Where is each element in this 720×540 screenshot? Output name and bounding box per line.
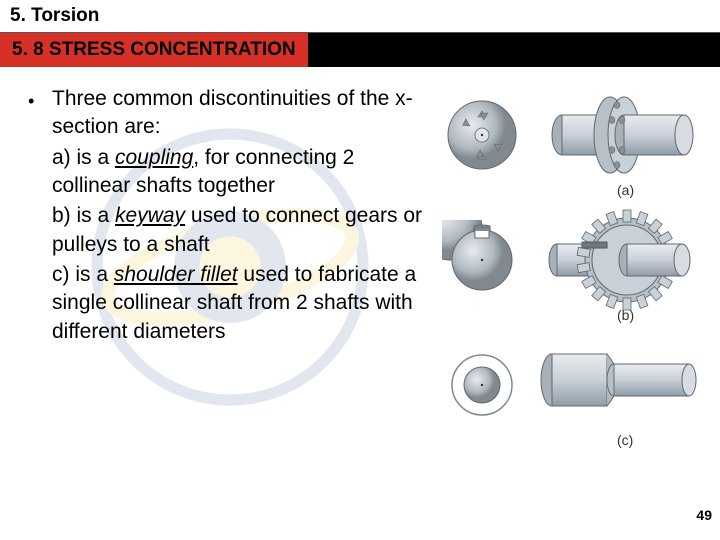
item-a-key: coupling (115, 146, 193, 169)
item-a-pre: a) is a (52, 146, 115, 169)
item-a: a) is a coupling, for connecting 2 colli… (52, 144, 438, 201)
section-title: 5. 8 STRESS CONCENTRATION (0, 33, 308, 67)
slide-body: • Three common discontinuities of the x-… (0, 67, 720, 527)
coupling-3d-icon (532, 75, 712, 195)
item-b-key: keyway (115, 204, 185, 227)
figure-label-a: (a) (617, 182, 634, 198)
item-b-pre: b) is a (52, 204, 115, 227)
figure-a: (a) (442, 75, 712, 200)
chapter-title: 5. Torsion (0, 0, 720, 33)
cross-section-a-icon (442, 95, 522, 175)
cross-section-b-icon (442, 220, 522, 300)
figure-b: (b) (442, 200, 712, 325)
item-c-pre: c) is a (52, 263, 114, 286)
figure-column: (a) (442, 75, 712, 450)
stepped-shaft-3d-icon (532, 325, 712, 445)
figure-c: (c) (442, 325, 712, 450)
bullet-list: • Three common discontinuities of the x-… (28, 85, 438, 348)
item-c: c) is a shoulder fillet used to fabricat… (52, 261, 438, 346)
section-title-wrap: 5. 8 STRESS CONCENTRATION (0, 33, 720, 67)
figure-label-c: (c) (617, 432, 633, 448)
item-c-key: shoulder fillet (114, 263, 238, 286)
item-b: b) is a keyway used to connect gears or … (52, 202, 438, 259)
gear-shaft-3d-icon (532, 200, 712, 320)
bullet-dot: • (28, 85, 52, 142)
figure-label-b: (b) (617, 307, 634, 323)
lead-text: Three common discontinuities of the x-se… (52, 85, 438, 142)
cross-section-c-icon (442, 345, 522, 425)
page-number: 49 (696, 507, 712, 523)
